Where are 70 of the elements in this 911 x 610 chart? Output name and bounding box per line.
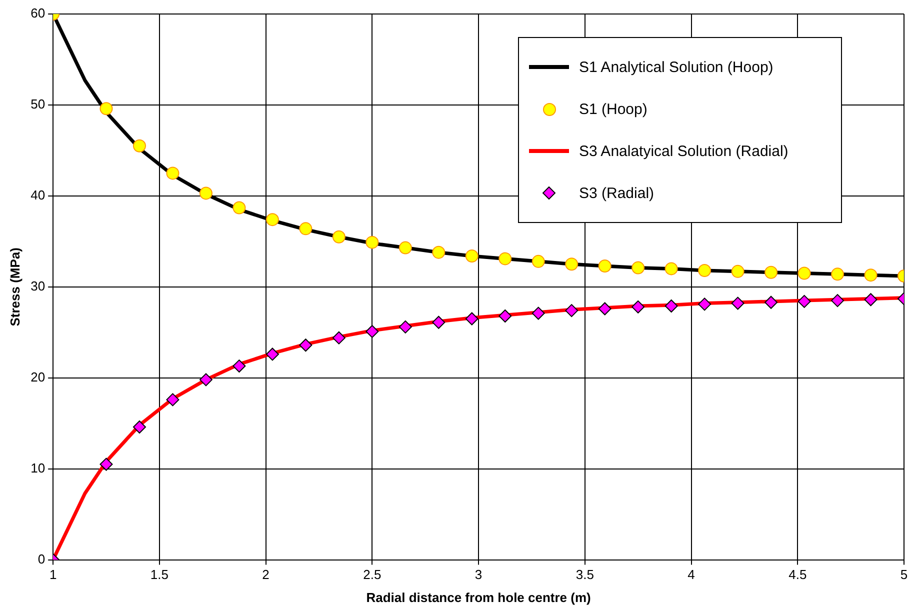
legend-label: S1 Analytical Solution (Hoop) [579,58,774,76]
y-tick-label: 20 [30,369,46,384]
point [166,393,180,406]
y-tick-label: 0 [38,551,46,566]
point [132,420,146,434]
point [698,264,712,278]
point [199,373,212,386]
x-tick-label: 4 [688,567,695,582]
point [465,249,478,262]
point [764,266,778,279]
point [664,300,678,313]
y-axis-title: Stress (MPa) [7,248,22,326]
point [266,213,279,226]
point [632,261,645,274]
point [299,338,312,352]
point [498,252,512,266]
point [366,236,379,249]
point [798,266,811,280]
point [565,304,578,318]
x-tick-label: 1.5 [150,567,168,582]
point [764,296,778,309]
x-tick-label: 4.5 [788,567,807,582]
y-tick-label: 10 [30,460,46,476]
point [199,186,212,200]
point [232,360,246,373]
point [664,262,678,276]
y-tick-label: 50 [30,96,46,112]
point [465,312,478,326]
legend-label: S3 (Radial) [579,184,654,202]
point [398,320,412,334]
point [598,259,612,272]
point [598,302,612,316]
point [232,201,246,214]
x-axis-title: Radial distance from hole centre (m) [366,590,591,605]
point [565,258,578,271]
x-tick-label: 3 [474,567,482,582]
point [100,102,113,116]
point [432,246,446,259]
point [299,222,312,236]
point [532,306,545,320]
point [731,264,744,278]
x-tick-label: 5 [900,567,908,582]
point [698,298,712,311]
point [498,310,512,323]
point [798,294,811,308]
legend-label: S3 Analatyical Solution (Radial) [579,142,788,160]
point [864,268,878,282]
y-tick-label: 30 [30,278,46,294]
y-tick-label: 40 [30,188,46,203]
point [831,268,844,281]
point [864,293,878,306]
point [166,166,180,180]
point [831,294,844,308]
legend-label: S1 (Hoop) [579,100,648,118]
x-tick-label: 1 [49,567,57,582]
point [398,241,412,254]
point [532,254,545,268]
x-tick-label: 2.5 [363,567,382,582]
point [266,348,279,361]
point [632,300,645,314]
y-tick-label: 60 [30,6,46,21]
point [332,230,346,244]
point [432,316,446,329]
point [132,139,146,152]
point [100,458,113,471]
point [731,296,744,310]
x-tick-label: 3.5 [576,567,594,582]
point [332,331,346,344]
point [366,324,379,338]
x-tick-label: 2 [262,567,270,582]
